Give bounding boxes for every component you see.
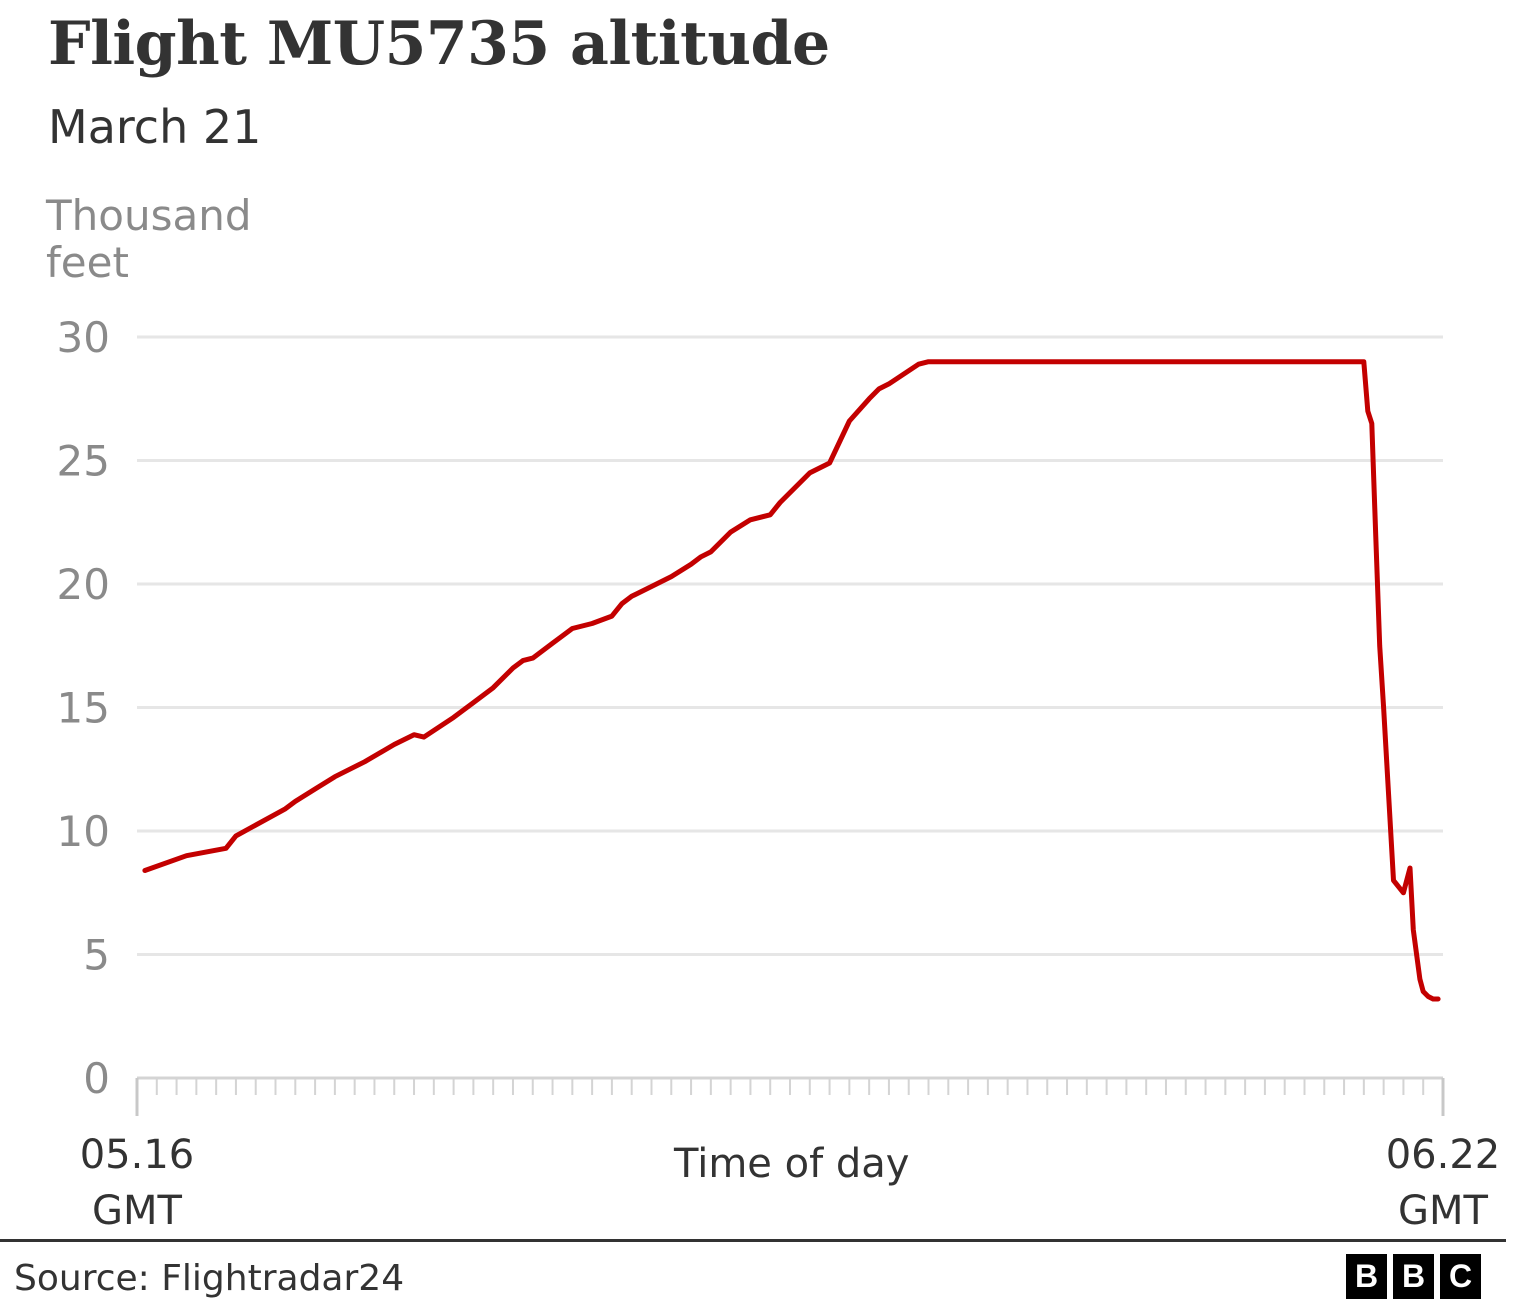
y-tick-label: 30: [57, 313, 110, 362]
x-tick-label: GMT: [1398, 1188, 1489, 1234]
footer-divider: [0, 1239, 1506, 1242]
y-tick-label: 10: [57, 807, 110, 856]
series-lines: [142, 359, 1441, 1002]
y-tick-label: 25: [57, 437, 110, 486]
y-tick-label: 0: [83, 1054, 110, 1103]
bbc-logo-letter: C: [1440, 1254, 1481, 1299]
x-tick-label: 06.22: [1386, 1132, 1501, 1178]
altitude-line: [142, 359, 1441, 1002]
x-axis: 05.16 GMT 06.22 GMT: [80, 1076, 1501, 1234]
bbc-logo: B B C: [1346, 1254, 1481, 1299]
y-tick-labels: 0 5 10 15 20 25 30: [57, 313, 110, 1103]
chart-subtitle: March 21: [48, 100, 262, 154]
grid-lines: [137, 335, 1443, 956]
x-tick-label: 05.16: [80, 1132, 195, 1178]
y-axis-label: Thousand feet: [46, 192, 306, 286]
x-tick-label: GMT: [92, 1188, 183, 1234]
y-tick-label: 20: [57, 560, 110, 609]
y-tick-label: 5: [83, 931, 110, 980]
y-axis-label-line-1: Thousand: [46, 191, 252, 240]
y-tick-label: 15: [57, 684, 110, 733]
source-note: Source: Flightradar24: [14, 1258, 405, 1299]
x-axis-label: Time of day: [674, 1141, 910, 1187]
altitude-chart: 0 5 10 15 20 25 30 05.16 GMT 06.22 GMT: [57, 313, 1501, 1234]
y-axis-label-line-2: feet: [46, 238, 129, 287]
bbc-logo-letter: B: [1346, 1254, 1387, 1299]
bbc-logo-letter: B: [1393, 1254, 1434, 1299]
chart-title: Flight MU5735 altitude: [48, 9, 830, 79]
